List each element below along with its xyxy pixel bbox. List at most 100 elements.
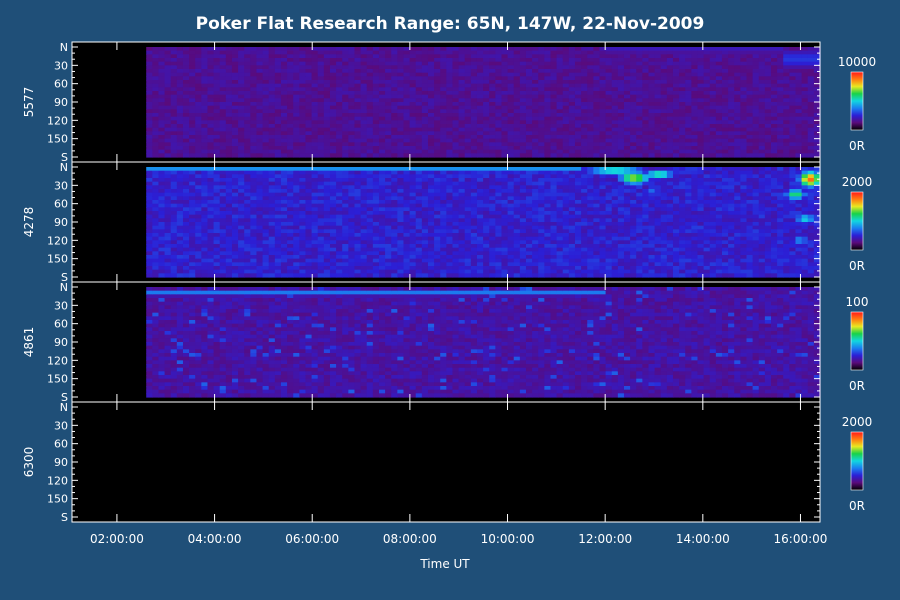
heat-cell	[807, 91, 815, 96]
heat-cell	[709, 116, 717, 121]
heat-cell	[311, 181, 319, 186]
heat-cell	[771, 120, 778, 125]
heat-cell	[550, 91, 558, 96]
heat-cell	[427, 91, 435, 96]
heat-cell	[280, 116, 288, 121]
heat-cell	[421, 236, 429, 241]
heat-cell	[164, 58, 172, 63]
heat-cell	[648, 98, 656, 103]
heat-cell	[250, 233, 258, 238]
heat-cell	[440, 247, 447, 252]
heat-cell	[250, 240, 258, 245]
heat-cell	[299, 105, 307, 110]
heat-cell	[207, 135, 215, 140]
heat-cell	[507, 146, 515, 151]
heat-cell	[238, 98, 245, 103]
heat-cell	[495, 146, 503, 151]
heat-cell	[446, 258, 454, 263]
heat-cell	[336, 54, 343, 59]
heat-cell	[452, 214, 460, 219]
heat-cell	[611, 135, 619, 140]
heat-cell	[305, 266, 313, 271]
heat-cell	[440, 87, 447, 92]
heat-cell	[507, 91, 515, 96]
heat-cell	[691, 109, 699, 114]
heat-cell	[280, 127, 288, 132]
heat-cell	[158, 80, 166, 85]
heat-cell	[440, 258, 447, 263]
heat-cell	[397, 207, 405, 212]
heat-cell	[378, 225, 386, 230]
heat-cell	[550, 94, 558, 99]
heat-cell	[544, 120, 552, 125]
heat-cell	[280, 142, 288, 147]
heat-cell	[244, 142, 251, 147]
heat-cell	[348, 76, 356, 81]
heat-cell	[274, 251, 282, 256]
heat-cell	[323, 218, 331, 223]
heat-cell	[556, 50, 564, 55]
heat-cell	[740, 142, 748, 147]
heat-cell	[771, 76, 778, 81]
heat-cell	[164, 72, 172, 77]
heat-cell	[697, 138, 705, 143]
heat-cell	[305, 211, 313, 216]
heat-cell	[795, 142, 803, 147]
heat-cell	[642, 65, 650, 70]
heat-cell	[238, 214, 245, 219]
heat-cell	[305, 50, 313, 55]
heat-cell	[556, 105, 564, 110]
heat-cell	[672, 76, 680, 81]
heat-cell	[672, 65, 680, 70]
heat-cell	[189, 185, 196, 190]
heat-cell	[336, 229, 343, 234]
heat-cell	[489, 83, 496, 88]
heat-cell	[176, 109, 184, 114]
heat-cell	[660, 124, 668, 129]
heat-cell	[244, 236, 251, 241]
heat-cell	[299, 113, 307, 118]
heat-cell	[207, 83, 215, 88]
heat-cell	[685, 109, 692, 114]
heat-cell	[446, 94, 454, 99]
heat-cell	[305, 113, 313, 118]
heat-cell	[262, 240, 270, 245]
heat-cell	[777, 149, 784, 154]
heat-cell	[660, 149, 668, 154]
heat-cell	[225, 211, 233, 216]
heat-cell	[403, 196, 411, 201]
heat-cell	[434, 102, 441, 107]
heat-cell	[599, 109, 607, 114]
heat-cell	[440, 50, 447, 55]
heat-cell	[189, 174, 196, 179]
heat-cell	[354, 211, 362, 216]
heat-cell	[176, 233, 184, 238]
heat-cell	[642, 72, 650, 77]
heat-cell	[568, 72, 576, 77]
heat-cell	[354, 203, 362, 208]
heat-cell	[299, 218, 307, 223]
heat-cell	[329, 72, 337, 77]
heat-cell	[470, 225, 478, 230]
heat-cell	[256, 87, 264, 92]
heat-cell	[623, 131, 631, 136]
heat-cell	[691, 91, 699, 96]
heat-cell	[176, 102, 184, 107]
heat-cell	[262, 251, 270, 256]
heat-cell	[648, 138, 656, 143]
heat-cell	[189, 203, 196, 208]
heat-cell	[372, 262, 380, 267]
heat-cell	[366, 61, 374, 66]
heat-cell	[440, 142, 447, 147]
heat-cell	[378, 142, 386, 147]
heat-cell	[397, 167, 405, 172]
heat-cell	[452, 222, 460, 227]
heat-cell	[378, 178, 386, 183]
heat-cell	[299, 83, 307, 88]
heat-cell	[170, 146, 178, 151]
heat-cell	[391, 233, 398, 238]
heat-cell	[470, 218, 478, 223]
heat-cell	[801, 146, 809, 151]
heat-cell	[164, 80, 172, 85]
heat-cell	[262, 236, 270, 241]
